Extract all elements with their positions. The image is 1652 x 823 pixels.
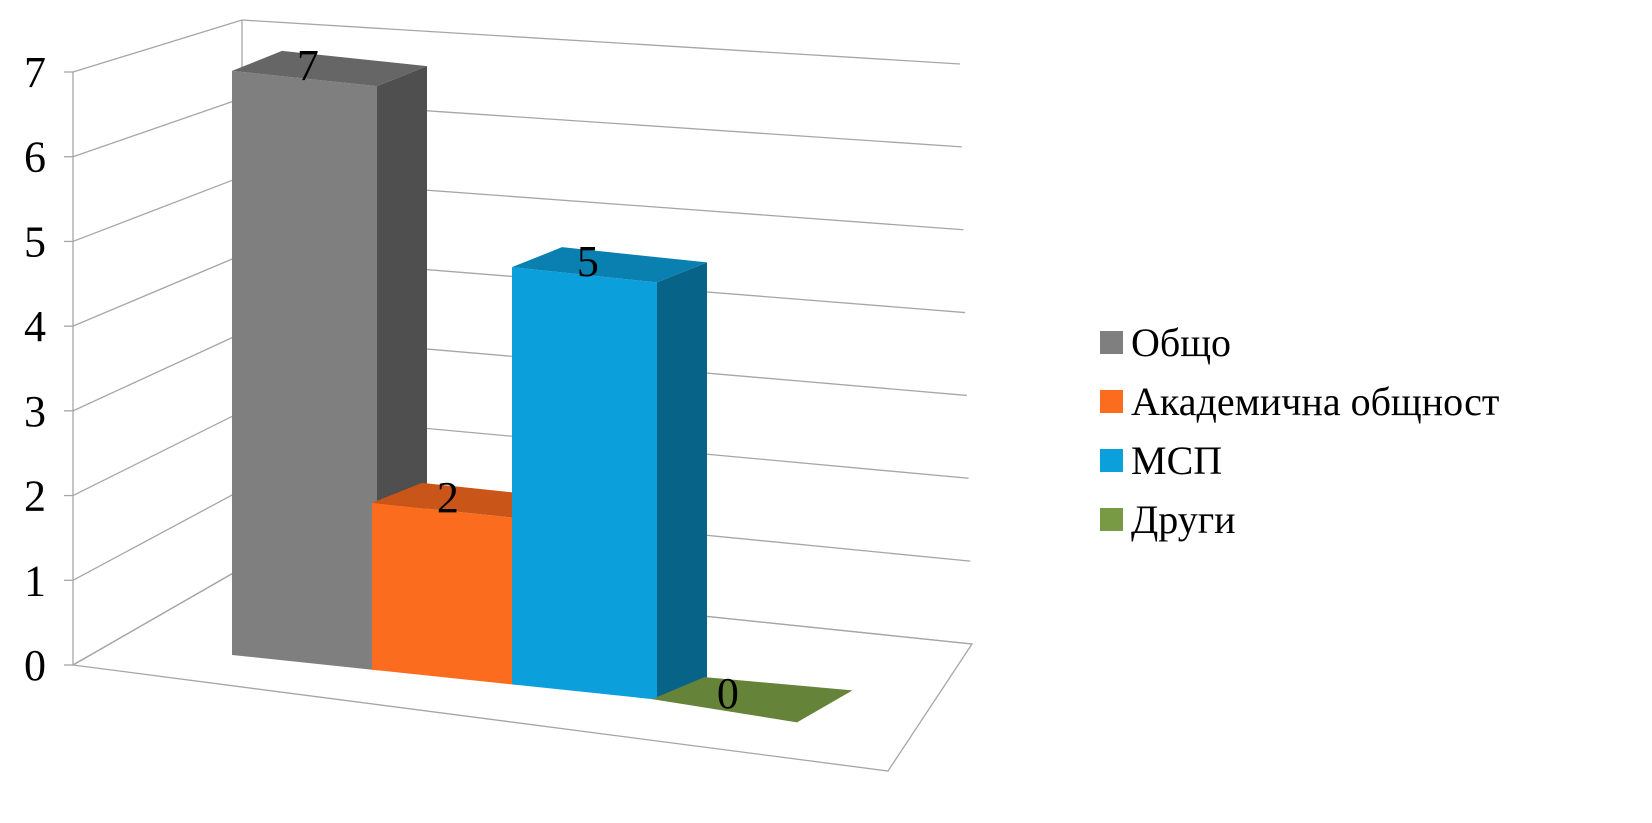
bar-side-face (657, 262, 707, 700)
y-axis-ticks: 0 1 2 3 4 5 6 7 (24, 48, 46, 690)
legend-label: Други (1131, 497, 1236, 542)
side-gridline (72, 175, 243, 243)
side-gridline (72, 567, 243, 666)
legend-item-drugi: Други (1100, 490, 1499, 549)
legend-swatch (1100, 508, 1123, 531)
y-tick-label: 3 (24, 387, 46, 436)
y-tick-label: 6 (24, 133, 46, 182)
y-tick-label: 7 (24, 48, 46, 97)
data-label: 2 (437, 473, 459, 522)
side-gridline (72, 19, 243, 73)
bars (232, 50, 853, 723)
bar-front-face (512, 267, 657, 700)
bar-top-face (512, 247, 707, 283)
data-label: 7 (297, 41, 319, 90)
y-tick-label: 1 (24, 556, 46, 605)
legend-label: Академична общност (1131, 379, 1500, 424)
legend-swatch (1100, 449, 1123, 472)
data-label: 0 (717, 669, 739, 718)
y-tick-label: 0 (24, 641, 46, 690)
bar-2 (512, 247, 707, 700)
legend-swatch (1100, 390, 1123, 413)
side-gridline (72, 332, 243, 412)
y-tick-label: 5 (24, 217, 46, 266)
bar-top-face (232, 50, 427, 87)
side-gridline (72, 254, 243, 327)
side-gridline (72, 410, 243, 497)
legend-swatch (1100, 331, 1123, 354)
bar-3 (652, 677, 853, 723)
legend-item-msp: МСП (1100, 431, 1499, 490)
data-label: 5 (577, 237, 599, 286)
legend-item-obshto: Общо (1100, 313, 1499, 372)
bar-front-face (372, 502, 517, 685)
legend-label: Общо (1131, 320, 1232, 365)
gridline (241, 19, 961, 65)
y-tick-label: 4 (24, 302, 46, 351)
y-tick-label: 2 (24, 472, 46, 521)
bar-front-face (232, 70, 377, 671)
legend-item-akademichna: Академична общност (1100, 372, 1499, 431)
legend: Общо Академична общност МСП Други (1100, 313, 1499, 549)
data-labels: 7 2 5 0 (297, 41, 739, 718)
side-gridline (72, 97, 243, 158)
bar-top-face (652, 677, 853, 723)
legend-label: МСП (1131, 438, 1223, 483)
side-gridline (72, 489, 243, 581)
